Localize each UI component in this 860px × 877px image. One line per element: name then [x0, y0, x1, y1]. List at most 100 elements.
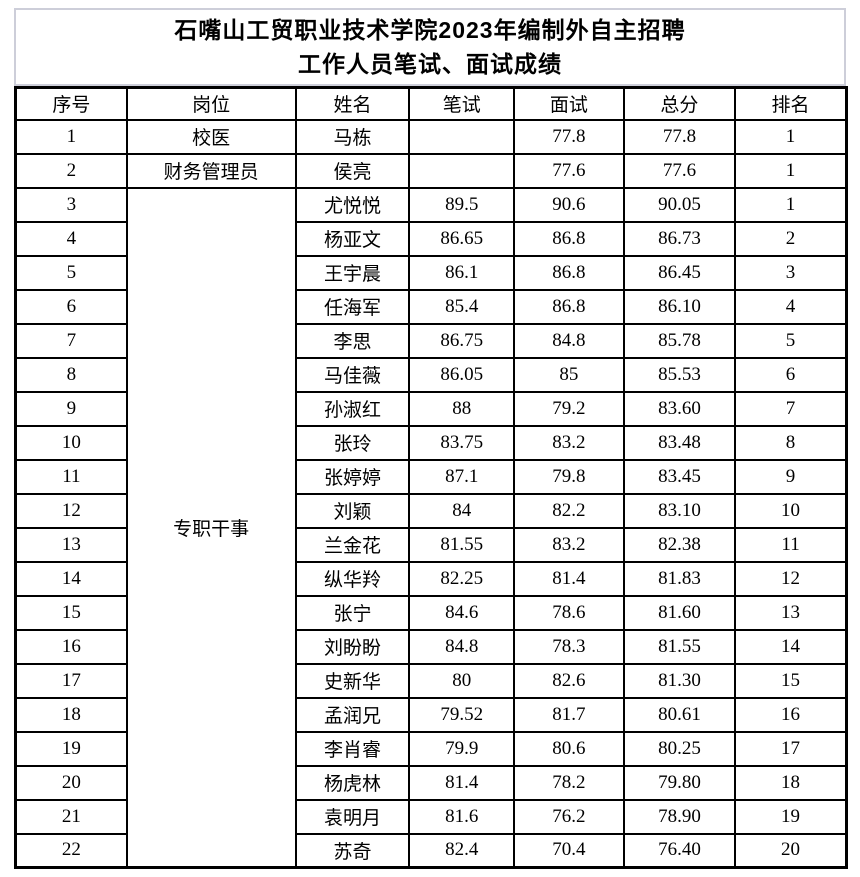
serial-cell: 21: [14, 798, 128, 835]
interview-score-cell: 81.7: [513, 696, 625, 733]
name-cell: 侯亮: [294, 152, 411, 189]
rank-cell: 16: [734, 696, 848, 733]
rank-cell: 9: [734, 458, 848, 495]
total-score-cell: 86.10: [622, 288, 737, 325]
table-row: 22 苏奇 82.4 70.4 76.40 20: [14, 832, 848, 869]
header-name: 姓名: [294, 86, 411, 121]
written-score-cell: 83.75: [408, 424, 516, 461]
name-cell: 马栋: [294, 118, 411, 155]
total-score-cell: 77.6: [622, 152, 737, 189]
interview-score-cell: 80.6: [513, 730, 625, 767]
table-row: 6 任海军 85.4 86.8 86.10 4: [14, 288, 848, 325]
table-row: 13 兰金花 81.55 83.2 82.38 11: [14, 526, 848, 563]
name-cell: 李思: [294, 322, 411, 359]
table-row: 14 纵华羚 82.25 81.4 81.83 12: [14, 560, 848, 597]
total-score-cell: 80.61: [622, 696, 737, 733]
table-row: 19 李肖睿 79.9 80.6 80.25 17: [14, 730, 848, 767]
total-score-cell: 81.30: [622, 662, 737, 699]
total-score-cell: 83.48: [622, 424, 737, 461]
rank-cell: 5: [734, 322, 848, 359]
results-table-body: 1 校医 马栋 77.8 77.8 1 2 财务管理员 侯亮 77.6 77.6 1 3 专职干事 尤悦悦 8…: [14, 118, 848, 869]
total-score-cell: 80.25: [622, 730, 737, 767]
rank-cell: 14: [734, 628, 848, 665]
rank-cell: 11: [734, 526, 848, 563]
name-cell: 苏奇: [294, 832, 411, 869]
serial-cell: 5: [14, 254, 128, 291]
written-score-cell: 79.52: [408, 696, 516, 733]
rank-cell: 12: [734, 560, 848, 597]
written-score-cell: [408, 152, 516, 189]
total-score-cell: 83.60: [622, 390, 737, 427]
rank-cell: 13: [734, 594, 848, 631]
table-row: 3 专职干事 尤悦悦 89.5 90.6 90.05 1: [14, 186, 848, 869]
serial-cell: 1: [14, 118, 128, 155]
header-row: 序号 岗位 姓名 笔试 面试 总分 排名: [14, 86, 848, 121]
written-score-cell: 81.4: [408, 764, 516, 801]
table-row: 9 孙淑红 88 79.2 83.60 7: [14, 390, 848, 427]
rank-cell: 6: [734, 356, 848, 393]
written-score-cell: 85.4: [408, 288, 516, 325]
written-score-cell: 81.55: [408, 526, 516, 563]
total-score-cell: 79.80: [622, 764, 737, 801]
name-cell: 王宇晨: [294, 254, 411, 291]
rank-cell: 1: [734, 186, 848, 223]
written-score-cell: 86.65: [408, 220, 516, 257]
name-cell: 孟润兄: [294, 696, 411, 733]
written-score-cell: 81.6: [408, 798, 516, 835]
table-row: 8 马佳薇 86.05 85 85.53 6: [14, 356, 848, 393]
table-row: 12 刘颖 84 82.2 83.10 10: [14, 492, 848, 529]
written-score-cell: 86.1: [408, 254, 516, 291]
interview-score-cell: 76.2: [513, 798, 625, 835]
document-title-line-2: 工作人员笔试、面试成绩: [298, 51, 562, 77]
interview-score-cell: 86.8: [513, 288, 625, 325]
written-score-cell: 88: [408, 390, 516, 427]
serial-cell: 10: [14, 424, 128, 461]
position-cell: 校医: [125, 118, 297, 155]
name-cell: 张婷婷: [294, 458, 411, 495]
interview-score-cell: 83.2: [513, 424, 625, 461]
interview-score-cell: 77.8: [513, 118, 625, 155]
written-score-cell: 79.9: [408, 730, 516, 767]
interview-score-cell: 90.6: [513, 186, 625, 223]
table-row: 17 史新华 80 82.6 81.30 15: [14, 662, 848, 699]
name-cell: 纵华羚: [294, 560, 411, 597]
interview-score-cell: 81.4: [513, 560, 625, 597]
interview-score-cell: 70.4: [513, 832, 625, 869]
rank-cell: 3: [734, 254, 848, 291]
total-score-cell: 86.73: [622, 220, 737, 257]
header-position: 岗位: [125, 86, 297, 121]
written-score-cell: 84.8: [408, 628, 516, 665]
serial-cell: 4: [14, 220, 128, 257]
name-cell: 杨虎林: [294, 764, 411, 801]
table-row: 18 孟润兄 79.52 81.7 80.61 16: [14, 696, 848, 733]
rank-cell: 4: [734, 288, 848, 325]
position-cell: 财务管理员: [125, 152, 297, 189]
name-cell: 张玲: [294, 424, 411, 461]
written-score-cell: 87.1: [408, 458, 516, 495]
total-score-cell: 81.55: [622, 628, 737, 665]
rank-cell: 19: [734, 798, 848, 835]
header-serial: 序号: [14, 86, 128, 121]
interview-score-cell: 85: [513, 356, 625, 393]
written-score-cell: 80: [408, 662, 516, 699]
total-score-cell: 81.83: [622, 560, 737, 597]
name-cell: 孙淑红: [294, 390, 411, 427]
total-score-cell: 90.05: [622, 186, 737, 223]
total-score-cell: 76.40: [622, 832, 737, 869]
table-row: 1 校医 马栋 77.8 77.8 1: [14, 118, 848, 155]
header-rank: 排名: [734, 86, 848, 121]
serial-cell: 12: [14, 492, 128, 529]
document-title-line-1: 石嘴山工贸职业技术学院2023年编制外自主招聘: [174, 17, 686, 43]
interview-score-cell: 79.2: [513, 390, 625, 427]
table-row: 4 杨亚文 86.65 86.8 86.73 2: [14, 220, 848, 257]
written-score-cell: 84: [408, 492, 516, 529]
rank-cell: 1: [734, 118, 848, 155]
rank-cell: 10: [734, 492, 848, 529]
position-cell: 专职干事: [125, 186, 297, 869]
table-row: 7 李思 86.75 84.8 85.78 5: [14, 322, 848, 359]
interview-score-cell: 78.3: [513, 628, 625, 665]
serial-cell: 15: [14, 594, 128, 631]
rank-cell: 7: [734, 390, 848, 427]
total-score-cell: 77.8: [622, 118, 737, 155]
serial-cell: 13: [14, 526, 128, 563]
